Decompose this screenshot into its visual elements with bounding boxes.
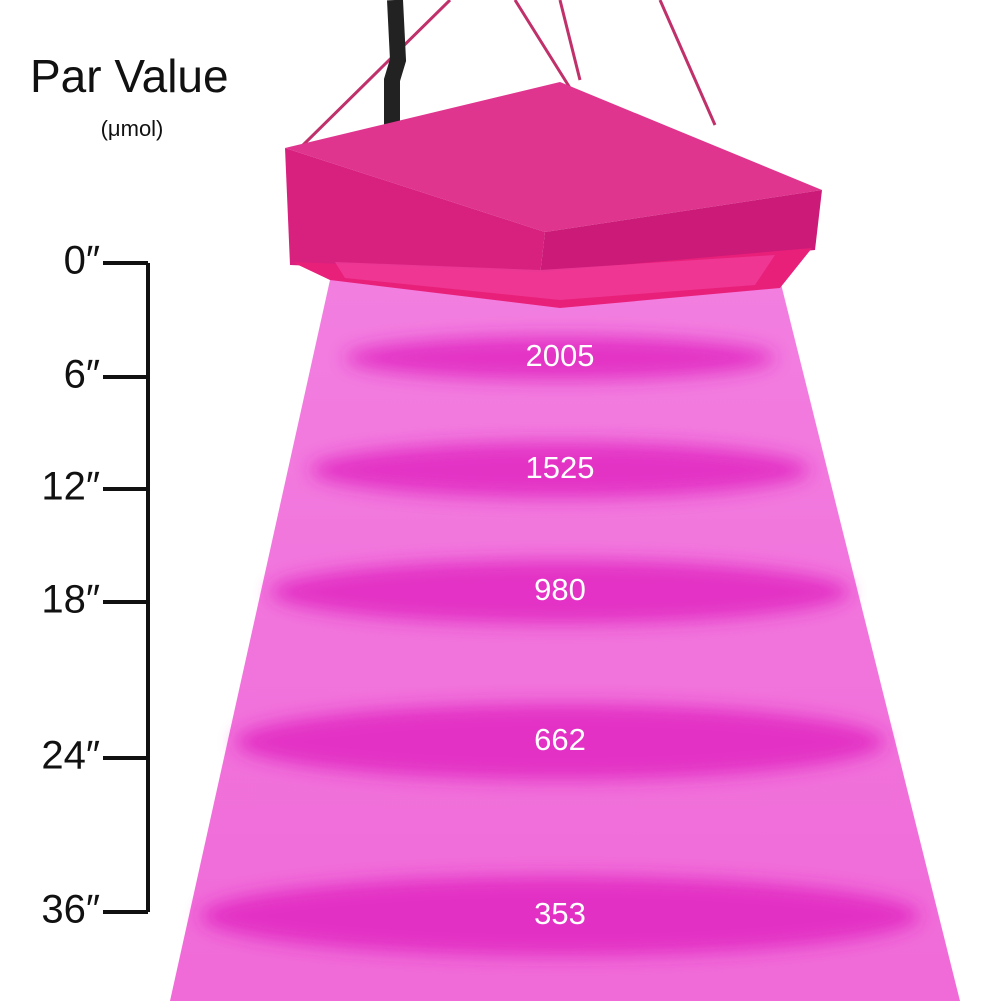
led-grid <box>335 255 775 300</box>
distance-label: 6″ <box>64 353 100 397</box>
unit: (μmol) <box>101 116 164 141</box>
distance-label: 0″ <box>64 239 100 283</box>
lamp-front-left <box>285 148 545 275</box>
hanging-cords <box>298 0 717 150</box>
par-reading: 980 <box>534 572 586 607</box>
distance-label: 24″ <box>41 734 100 778</box>
distance-label: 36″ <box>41 888 100 932</box>
title: Par Value <box>30 50 229 102</box>
lamp-top <box>285 82 822 232</box>
par-reading: 353 <box>534 896 586 931</box>
light-ring <box>270 560 850 624</box>
light-ring <box>235 704 885 780</box>
distance-label: 18″ <box>41 578 100 622</box>
light-ring <box>200 876 920 956</box>
distance-label: 12″ <box>41 465 100 509</box>
power-cable <box>384 0 407 125</box>
par-reading: 2005 <box>526 338 595 373</box>
light-ring <box>345 336 775 380</box>
light-ring <box>310 442 810 498</box>
par-reading: 1525 <box>526 450 595 485</box>
par-reading: 662 <box>534 722 586 757</box>
